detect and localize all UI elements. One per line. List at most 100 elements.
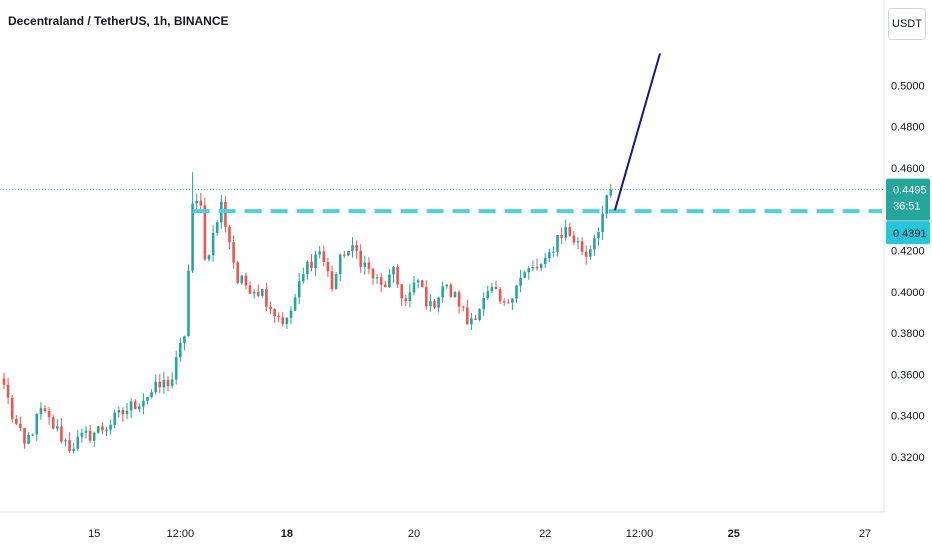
candle-body [392,267,395,275]
candle-body [363,262,367,267]
candle-body [68,440,71,452]
candle-body [150,392,153,398]
candle-body [589,249,592,257]
candle-body [240,275,244,283]
candle-body [88,430,92,441]
candle-body [92,432,96,441]
candle-body [211,232,215,256]
candle-body [289,310,293,318]
candle-body [609,189,613,196]
candle-body [605,195,608,214]
level-price-tag [886,221,930,245]
candle-body [224,201,227,227]
candle-body [183,336,186,343]
candle-body [498,289,502,302]
candle-body [105,429,108,431]
candle-body [252,291,256,294]
candle-body [425,287,428,307]
candle-body [248,285,252,294]
candle-body [162,379,166,388]
candle-body [564,226,567,238]
candle-body [101,426,104,431]
candle-body [97,426,100,433]
y-tick-label: 0.4800 [891,122,925,134]
candle-body [527,268,531,273]
x-tick-label: 20 [408,528,420,540]
candle-body [449,284,453,298]
candle-body [556,234,559,252]
candle-body [601,213,604,233]
candle-body [56,426,59,429]
candle-body [408,292,412,302]
candle-body [490,286,494,292]
candle-body [470,318,473,325]
candle-body [174,357,178,380]
plot-area[interactable] [0,53,884,454]
x-tick-label: 12:00 [167,528,195,540]
candle-body [310,261,313,269]
candle-body [265,289,268,307]
candle-body [314,254,317,269]
candle-body [322,251,326,263]
candle-body [10,397,14,419]
candle-body [154,381,157,393]
candle-body [207,255,211,260]
candle-body [84,430,88,433]
current-price-label: 0.4495 [893,185,927,197]
candle-body [285,317,289,325]
candle-body [80,432,84,437]
candle-body [445,284,449,287]
candle-body [572,235,576,243]
candle-body [359,250,362,267]
price-tags: 0.4495 36:51 0.4391 [886,178,930,245]
candle-body [306,261,309,275]
price-axis[interactable]: 0.5000 0.4800 0.4600 0.4200 0.4000 0.3800 0.36… [891,80,925,464]
candle-body [35,414,39,435]
candle-body [347,250,350,256]
candle-body [297,281,301,298]
x-tick-label: 27 [859,528,871,540]
y-tick-label: 0.3400 [891,411,925,423]
currency-button[interactable]: USDT [888,8,926,40]
candle-body [543,258,547,264]
candle-body [39,408,43,415]
candle-body [318,251,321,255]
candle-body [215,222,219,233]
candle-body [6,384,10,398]
candle-body [326,262,330,272]
candle-body [396,267,399,285]
candle-body [416,280,420,283]
projection-line[interactable] [613,53,661,211]
candle-body [261,289,264,296]
candle-body [60,426,63,442]
candle-body [420,280,424,288]
candle-body [535,266,539,269]
candle-body [166,379,170,386]
candle-body [404,298,408,302]
candle-body [256,291,260,296]
candle-body [2,378,6,385]
candle-body [507,302,510,304]
candle-body [236,262,239,283]
candle-body [47,410,51,418]
candle-body [179,342,182,358]
candle-body [334,274,338,290]
candle-body [146,397,149,401]
chart-title: Decentraland / TetherUS, 1h, BINANCE [8,14,229,28]
candle-body [466,307,469,325]
candle-body [388,274,391,288]
candle-body [330,271,334,290]
y-tick-label: 0.3200 [891,452,925,464]
candle-body [457,292,461,307]
candle-body [51,417,55,429]
candle-body [351,245,354,251]
candle-body [519,277,522,286]
candle-body [568,226,572,236]
time-axis[interactable]: 15 12:00 18 20 22 12:00 25 27 [88,528,871,540]
candle-body [302,274,305,282]
y-tick-label: 0.4200 [891,246,925,258]
candle-body [203,205,207,260]
candle-body [461,306,465,308]
candle-body [15,418,18,424]
